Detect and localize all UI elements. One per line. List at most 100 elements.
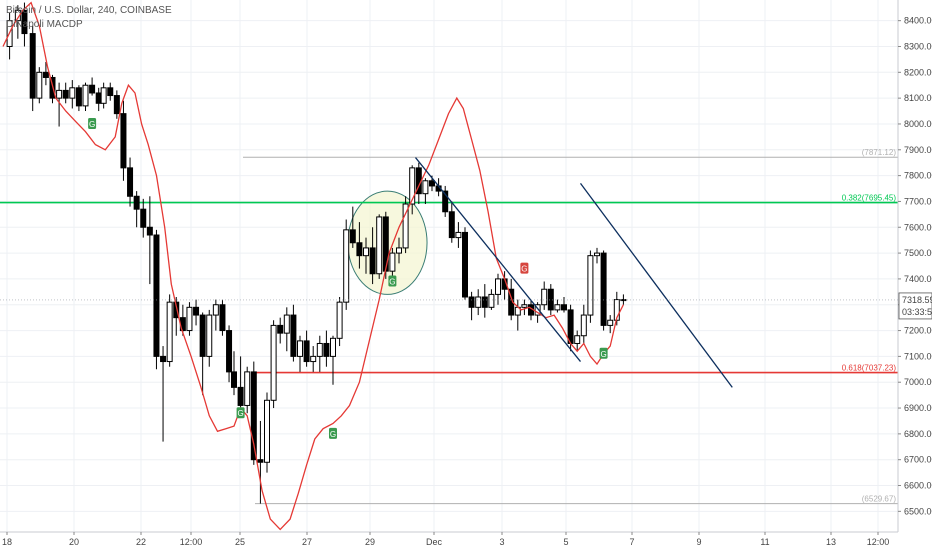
candle-up[interactable] bbox=[396, 247, 402, 254]
candle-down[interactable] bbox=[369, 247, 376, 275]
candle-up[interactable] bbox=[521, 304, 528, 308]
candle-down[interactable] bbox=[481, 296, 488, 308]
candle-up[interactable] bbox=[14, 9, 21, 22]
price-axis-label: 7200.00 bbox=[904, 326, 932, 336]
candle-down[interactable] bbox=[303, 340, 310, 363]
candle-down[interactable] bbox=[290, 314, 297, 357]
signal-tag-buy[interactable] bbox=[236, 407, 245, 419]
candle-down[interactable] bbox=[620, 299, 627, 302]
trendline[interactable] bbox=[579, 182, 733, 388]
candle-down[interactable] bbox=[133, 195, 140, 210]
candle-up[interactable] bbox=[82, 84, 89, 107]
candle-down[interactable] bbox=[567, 309, 574, 344]
candle-up[interactable] bbox=[422, 180, 429, 195]
candle-down[interactable] bbox=[349, 229, 356, 244]
candle-down[interactable] bbox=[89, 84, 96, 94]
candle-down[interactable] bbox=[462, 231, 468, 298]
signal-tag-buy[interactable] bbox=[388, 275, 397, 287]
candle-down[interactable] bbox=[127, 167, 134, 197]
price-axis-label: 7000.00 bbox=[904, 377, 932, 387]
candle-down[interactable] bbox=[429, 180, 435, 187]
candle-down[interactable] bbox=[153, 234, 160, 357]
candle-up[interactable] bbox=[330, 337, 336, 357]
candle-down[interactable] bbox=[113, 95, 120, 115]
trendline[interactable] bbox=[414, 157, 582, 362]
candle-up[interactable] bbox=[402, 203, 409, 249]
candle-up[interactable] bbox=[580, 314, 587, 337]
price-axis-label: 6700.00 bbox=[904, 455, 932, 465]
candle-up[interactable] bbox=[206, 314, 213, 357]
candle-down[interactable] bbox=[237, 386, 244, 406]
signal-tag-buy[interactable] bbox=[88, 117, 97, 129]
candle-down[interactable] bbox=[29, 33, 36, 99]
candle-up[interactable] bbox=[594, 252, 600, 257]
candle-down[interactable] bbox=[561, 304, 567, 311]
price-axis-label: 8300.00 bbox=[904, 41, 932, 51]
candle-up[interactable] bbox=[541, 288, 548, 306]
candle-down[interactable] bbox=[356, 242, 363, 257]
candle-down[interactable] bbox=[277, 324, 284, 334]
signal-tag-buy[interactable] bbox=[599, 347, 608, 359]
candle-down[interactable] bbox=[257, 459, 264, 463]
candle-down[interactable] bbox=[75, 87, 82, 107]
candle-up[interactable] bbox=[186, 306, 193, 332]
candle-up[interactable] bbox=[212, 304, 219, 316]
candle-down[interactable] bbox=[140, 208, 147, 228]
candle-down[interactable] bbox=[120, 113, 127, 169]
candle-up[interactable] bbox=[343, 229, 350, 303]
candle-down[interactable] bbox=[193, 306, 200, 316]
candle-down[interactable] bbox=[547, 288, 554, 311]
candle-down[interactable] bbox=[442, 190, 449, 213]
candle-up[interactable] bbox=[69, 87, 76, 99]
candle-up[interactable] bbox=[495, 278, 501, 295]
time-axis-label: 11 bbox=[760, 537, 769, 547]
candle-down[interactable] bbox=[323, 342, 330, 357]
candle-down[interactable] bbox=[468, 296, 475, 308]
candle-down[interactable] bbox=[95, 92, 102, 104]
candle-down[interactable] bbox=[199, 314, 206, 357]
candle-up[interactable] bbox=[56, 89, 63, 99]
candle-up[interactable] bbox=[389, 252, 396, 272]
candle-down[interactable] bbox=[231, 371, 237, 388]
candle-down[interactable] bbox=[42, 71, 49, 78]
candle-up[interactable] bbox=[376, 216, 383, 275]
candle-up[interactable] bbox=[316, 342, 323, 357]
candle-up[interactable] bbox=[270, 324, 277, 401]
candle-up[interactable] bbox=[100, 87, 107, 104]
candle-down[interactable] bbox=[219, 304, 226, 332]
signal-tag-sell[interactable] bbox=[520, 262, 529, 274]
candle-up[interactable] bbox=[554, 304, 561, 311]
candle-up[interactable] bbox=[166, 301, 173, 363]
candle-up[interactable] bbox=[475, 296, 482, 308]
candle-up[interactable] bbox=[587, 255, 594, 316]
candle-up[interactable] bbox=[36, 71, 43, 99]
candle-up[interactable] bbox=[534, 304, 541, 316]
candle-up[interactable] bbox=[336, 301, 343, 339]
candle-up[interactable] bbox=[244, 371, 251, 406]
candle-up[interactable] bbox=[363, 247, 369, 257]
price-axis-label: 6800.00 bbox=[904, 429, 932, 439]
candle-up[interactable] bbox=[264, 399, 270, 463]
candle-up[interactable] bbox=[455, 231, 462, 239]
candle-down[interactable] bbox=[173, 301, 180, 319]
candle-down[interactable] bbox=[250, 371, 257, 461]
candle-up[interactable] bbox=[409, 167, 416, 205]
candle-down[interactable] bbox=[448, 211, 455, 239]
candle-up[interactable] bbox=[297, 340, 303, 357]
candle-up[interactable] bbox=[607, 319, 614, 326]
time-axis-label: Dec bbox=[426, 537, 443, 547]
signal-tag-buy[interactable] bbox=[329, 427, 337, 439]
candle-down[interactable] bbox=[226, 330, 233, 373]
candle-up[interactable] bbox=[310, 355, 317, 363]
candle-up[interactable] bbox=[574, 335, 581, 344]
candle-down[interactable] bbox=[600, 252, 607, 326]
candle-down[interactable] bbox=[107, 87, 114, 97]
candle-up[interactable] bbox=[283, 314, 290, 334]
candle-up[interactable] bbox=[488, 293, 495, 308]
candle-down[interactable] bbox=[21, 9, 28, 35]
candle-down[interactable] bbox=[146, 226, 153, 236]
candle-down[interactable] bbox=[160, 355, 167, 363]
candle-down[interactable] bbox=[62, 89, 69, 99]
